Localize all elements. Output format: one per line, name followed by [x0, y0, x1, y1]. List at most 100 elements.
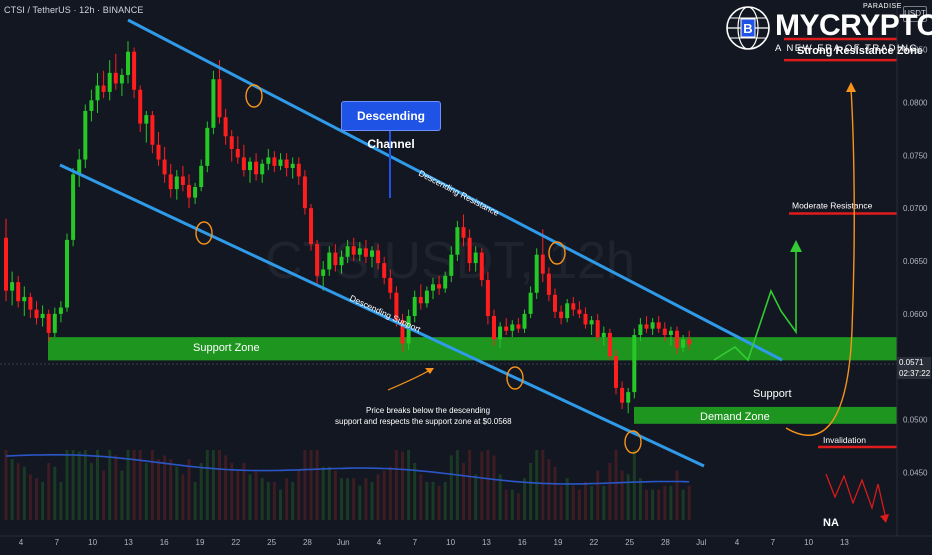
time-tick-label: 4	[735, 538, 740, 547]
volume-bar	[462, 462, 465, 520]
candle-body	[528, 292, 533, 314]
volume-bar	[340, 478, 343, 520]
time-tick-label: 4	[19, 538, 24, 547]
candle-body	[650, 322, 655, 329]
candle-body	[321, 269, 326, 276]
candle-body	[553, 294, 557, 312]
candle-body	[260, 163, 265, 175]
volume-bar	[279, 489, 282, 520]
candle-body	[345, 246, 350, 257]
volume-ma-line	[5, 454, 690, 485]
price-tick-label: 0.0600	[903, 310, 928, 319]
price-tick-label: 0.0500	[903, 416, 928, 425]
volume-bar	[77, 451, 81, 520]
volume-bar	[468, 450, 472, 520]
price-tick-label: 0.0850	[903, 46, 928, 55]
volume-bar	[419, 474, 423, 520]
volume-bar	[22, 466, 26, 520]
candle-body	[205, 127, 210, 166]
break-note-line-2: support and respects the support zone at…	[335, 417, 512, 426]
candle-body	[101, 85, 106, 92]
volume-bar	[102, 470, 106, 520]
candle-body	[400, 320, 405, 344]
volume-bar	[114, 455, 118, 520]
time-tick-label: 19	[196, 538, 205, 547]
candle-body	[681, 339, 686, 348]
volume-bar	[28, 474, 32, 520]
candle-body	[150, 115, 155, 145]
candle-body	[516, 324, 521, 329]
candle-body	[638, 324, 643, 336]
volume-bar	[638, 478, 642, 520]
volume-bar	[16, 462, 20, 520]
volume-bar	[321, 466, 325, 520]
volume-bar	[510, 489, 514, 520]
volume-bar	[474, 474, 478, 520]
volume-bar	[523, 478, 526, 520]
symbol-header[interactable]: CTSI / TetherUS · 12h · BINANCE	[4, 5, 144, 15]
candle-body	[16, 282, 21, 302]
volume-bar	[443, 481, 447, 520]
orange-projection-arrow	[846, 82, 856, 92]
volume-bar	[65, 450, 69, 520]
time-tick-label: 13	[840, 538, 849, 547]
logo-paradise: PARADISE	[863, 3, 902, 10]
volume-bar	[449, 455, 453, 520]
candle-body	[333, 252, 338, 266]
orange-projection-curve	[785, 87, 855, 436]
descending-channel-label: Descending Channel	[341, 101, 441, 151]
candle-body	[126, 51, 130, 75]
candle-body	[193, 187, 198, 198]
candle-body	[132, 51, 137, 90]
time-tick-label: 19	[554, 538, 563, 547]
candle-body	[370, 250, 374, 257]
candle-body	[174, 176, 179, 190]
volume-bar	[504, 489, 508, 520]
candle-body	[607, 332, 612, 357]
demand-zone-label: Demand Zone	[700, 411, 770, 423]
volume-bar	[254, 470, 258, 520]
candle-body	[138, 89, 143, 124]
volume-bar	[89, 462, 93, 520]
candle-body	[485, 280, 490, 316]
candle-body	[376, 250, 381, 264]
volume-bar	[486, 450, 490, 520]
volume-bar	[669, 485, 673, 520]
volume-bar	[132, 450, 136, 520]
volume-bar	[596, 470, 600, 520]
volume-bar	[291, 481, 295, 520]
volume-bar	[187, 459, 191, 520]
candle-body	[656, 322, 661, 329]
candle-body	[644, 324, 649, 329]
candle-body	[565, 303, 570, 319]
time-tick-label: 25	[625, 538, 634, 547]
candle-body	[89, 100, 94, 111]
volume-bar	[565, 478, 569, 520]
candle-body	[162, 159, 167, 175]
candle-body	[443, 275, 448, 289]
logo-brand: MYCRYPTO	[775, 9, 932, 42]
currency-badge[interactable]: USDT	[903, 6, 927, 22]
time-tick-label: 13	[124, 538, 133, 547]
volume-bar	[382, 470, 386, 520]
volume-bar	[193, 481, 197, 520]
time-tick-label: 28	[661, 538, 670, 547]
volume-bar	[169, 459, 173, 520]
volume-bar	[620, 470, 624, 520]
candle-body	[223, 117, 228, 137]
volume-bar	[126, 450, 130, 520]
volume-bar	[401, 451, 404, 520]
volume-bar	[455, 450, 459, 520]
volume-bar	[547, 459, 551, 520]
candle-body	[58, 307, 63, 314]
candle-body	[504, 326, 509, 331]
volume-bar	[346, 478, 350, 520]
time-tick-label: 7	[413, 538, 418, 547]
candle-body	[248, 161, 252, 171]
candle-body	[22, 296, 27, 302]
price-tick-label: 0.0750	[903, 151, 928, 160]
time-tick-label: Jun	[337, 538, 350, 547]
